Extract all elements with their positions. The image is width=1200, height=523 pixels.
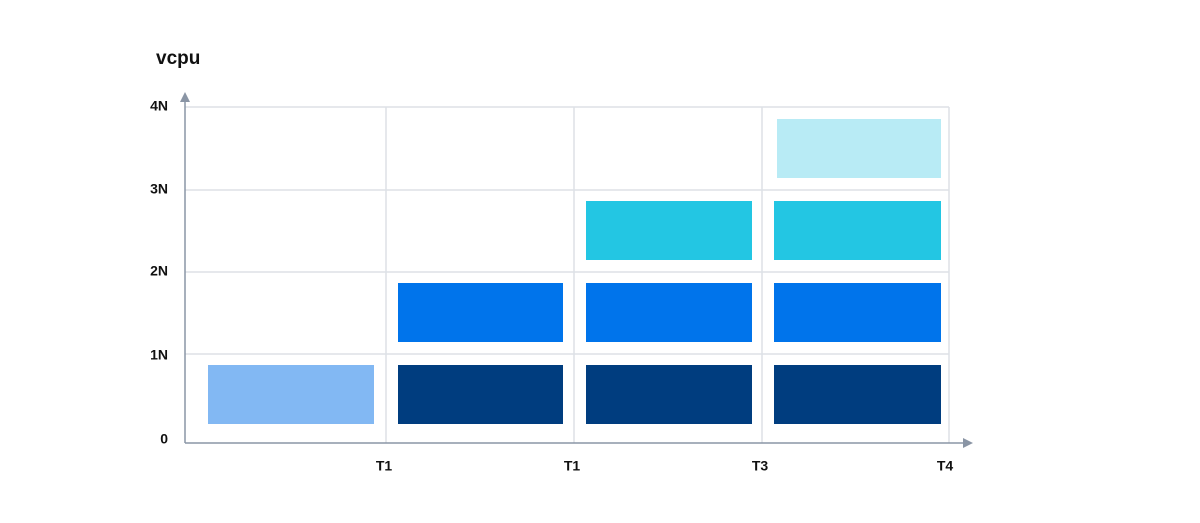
- axes: [180, 92, 973, 448]
- grid: [185, 106, 950, 443]
- block: [774, 201, 941, 260]
- block: [398, 365, 563, 424]
- block: [398, 283, 563, 342]
- y-tick-label: 3N: [150, 181, 168, 197]
- block: [777, 119, 941, 178]
- y-tick-label: 4N: [150, 98, 168, 114]
- y-axis-label: vcpu: [156, 48, 200, 69]
- y-tick-label: 1N: [150, 347, 168, 363]
- y-tick-label: 0: [160, 431, 168, 447]
- block: [774, 283, 941, 342]
- block: [586, 365, 752, 424]
- x-arrow: [963, 438, 973, 448]
- y-arrow: [180, 92, 190, 102]
- block: [774, 365, 941, 424]
- x-tick-label: T3: [752, 458, 769, 474]
- block: [208, 365, 374, 424]
- blocks: [208, 119, 941, 424]
- x-tick-label: T4: [937, 458, 954, 474]
- block: [586, 283, 752, 342]
- x-tick-label: T1: [376, 458, 393, 474]
- block: [586, 201, 752, 260]
- y-tick-label: 2N: [150, 263, 168, 279]
- x-tick-label: T1: [564, 458, 581, 474]
